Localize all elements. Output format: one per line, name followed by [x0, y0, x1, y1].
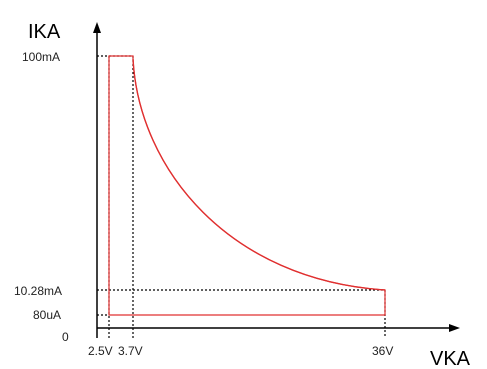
- y-axis-title: IKA: [28, 21, 61, 43]
- x-axis-arrow: [449, 324, 460, 332]
- y-axis-arrow: [93, 22, 101, 33]
- y-tick-100mA: 100mA: [22, 50, 60, 64]
- operating-region-outline: [108, 55, 386, 316]
- power-limit-curve: [132, 58, 386, 291]
- y-tick-10.28mA: 10.28mA: [14, 284, 62, 298]
- x-tick-2.5V: 2.5V: [88, 344, 113, 358]
- x-axis-title: VKA: [430, 348, 471, 369]
- origin-label: 0: [62, 330, 69, 344]
- x-tick-36V: 36V: [372, 344, 393, 358]
- x-tick-3.7V: 3.7V: [118, 344, 143, 358]
- y-tick-80uA: 80uA: [33, 308, 61, 322]
